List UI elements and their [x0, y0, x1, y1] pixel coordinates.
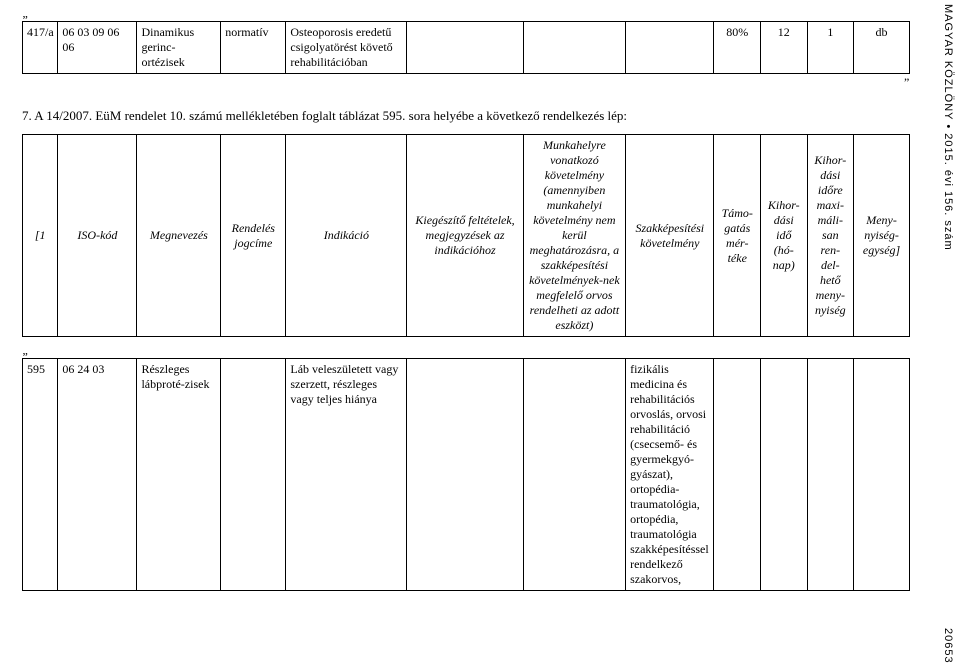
hdr-jogcim: Rendelés jogcíme: [221, 135, 286, 337]
cell-szak: fizikális medicina és rehabilitációs orv…: [626, 359, 714, 591]
cell-szak: [626, 22, 714, 74]
cell-name: Részleges lábproté-zisek: [137, 359, 221, 591]
opening-quote-2: „: [23, 343, 910, 359]
side-margin: MAGYAR KÖZLÖNY • 2015. évi 156. szám 206…: [942, 4, 954, 664]
page: MAGYAR KÖZLÖNY • 2015. évi 156. szám 206…: [0, 0, 960, 670]
cell-kieg: [407, 359, 523, 591]
cell-kihordasi-ido: 12: [761, 22, 808, 74]
cell-max: [807, 359, 854, 591]
hdr-kihordasi-ido: Kihor-dási idő (hó-nap): [761, 135, 808, 337]
cell-munka: [523, 22, 625, 74]
cell-tamogatas: 80%: [714, 22, 761, 74]
cell-max: 1: [807, 22, 854, 74]
hdr-rownum: [1: [23, 135, 58, 337]
closing-quote-1: ”: [904, 75, 910, 90]
opening-quote-row: „: [23, 6, 910, 22]
hdr-munka: Munkahelyre vonatkozó követelmény (amenn…: [523, 135, 625, 337]
cell-kihordasi-ido: [761, 359, 808, 591]
opening-quote-row-2: „: [23, 343, 910, 359]
cell-indikacio: Láb veleszületett vagy szerzett, részleg…: [286, 359, 407, 591]
hdr-iso: ISO-kód: [58, 135, 137, 337]
table-bottom: „ 595 06 24 03 Részleges lábproté-zisek …: [22, 343, 910, 591]
table-header-row: [1 ISO-kód Megnevezés Rendelés jogcíme I…: [23, 135, 910, 337]
hdr-max: Kihor-dási időre maxi-máli-san ren-del-h…: [807, 135, 854, 337]
hdr-szak: Szakképesítési követelmény: [626, 135, 714, 337]
cell-tamogatas: [714, 359, 761, 591]
intro-paragraph: 7. A 14/2007. EüM rendelet 10. számú mel…: [22, 108, 910, 124]
table-header: [1 ISO-kód Megnevezés Rendelés jogcíme I…: [22, 134, 910, 337]
cell-rownum: 595: [23, 359, 58, 591]
table-top: „ 417/a 06 03 09 06 06 Dinamikus gerinc-…: [22, 6, 910, 74]
side-header: MAGYAR KÖZLÖNY • 2015. évi 156. szám: [942, 4, 954, 251]
hdr-kieg: Kiegészítő feltételek, megjegyzések az i…: [407, 135, 523, 337]
hdr-egyseg: Meny-nyiség-egység]: [854, 135, 910, 337]
cell-jogcim: normatív: [221, 22, 286, 74]
cell-rownum: 417/a: [23, 22, 58, 74]
table-row: 417/a 06 03 09 06 06 Dinamikus gerinc-or…: [23, 22, 910, 74]
hdr-tamogatas: Támo-gatás mér-téke: [714, 135, 761, 337]
cell-egyseg: db: [854, 22, 910, 74]
cell-kieg: [407, 22, 523, 74]
cell-jogcim: [221, 359, 286, 591]
side-page-number: 20653: [942, 628, 954, 664]
cell-iso: 06 24 03: [58, 359, 137, 591]
table-row: 595 06 24 03 Részleges lábproté-zisek Lá…: [23, 359, 910, 591]
cell-name: Dinamikus gerinc-ortézisek: [137, 22, 221, 74]
hdr-name: Megnevezés: [137, 135, 221, 337]
cell-munka: [523, 359, 625, 591]
hdr-indikacio: Indikáció: [286, 135, 407, 337]
cell-indikacio: Osteoporosis eredetű csigolyatörést köve…: [286, 22, 407, 74]
cell-iso: 06 03 09 06 06: [58, 22, 137, 74]
opening-quote: „: [23, 6, 910, 22]
cell-egyseg: [854, 359, 910, 591]
